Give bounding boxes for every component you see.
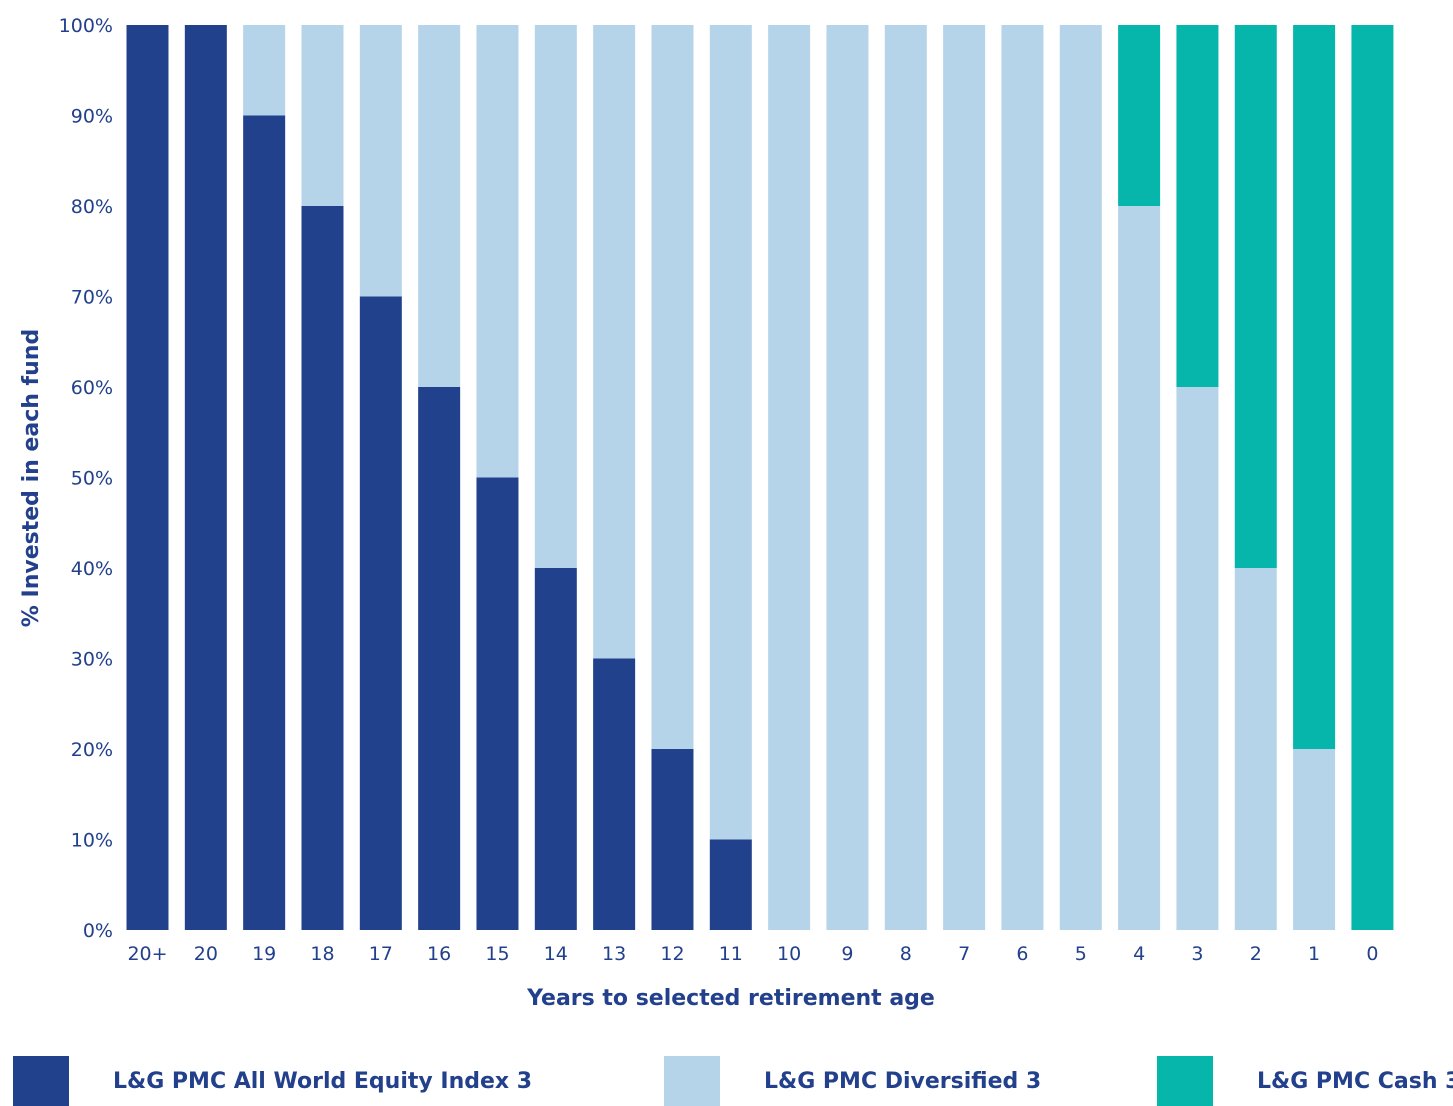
bar-segment-equity-0 bbox=[126, 25, 169, 930]
y-tick-label: 40% bbox=[71, 558, 113, 580]
legend-label-diversified: L&G PMC Diversified 3 bbox=[764, 1068, 1042, 1094]
bar-segment-diversified-18 bbox=[1176, 387, 1219, 930]
y-tick-label: 20% bbox=[71, 739, 113, 761]
bars-group bbox=[126, 25, 1394, 930]
bar-segment-diversified-2 bbox=[243, 25, 286, 116]
y-axis-title: % Invested in each fund bbox=[19, 329, 44, 627]
legend-item-diversified: L&G PMC Diversified 3 bbox=[664, 1056, 1041, 1106]
bar-segment-equity-8 bbox=[593, 658, 636, 930]
bar-segment-diversified-15 bbox=[1001, 25, 1044, 930]
x-tick-label: 18 bbox=[310, 943, 334, 965]
x-tick-label: 20 bbox=[194, 943, 218, 965]
bar-segment-diversified-14 bbox=[943, 25, 986, 930]
bar-segment-equity-4 bbox=[359, 296, 402, 930]
legend-item-cash: L&G PMC Cash 3 bbox=[1157, 1056, 1453, 1106]
bar-segment-diversified-4 bbox=[359, 25, 402, 297]
bar-segment-equity-1 bbox=[184, 25, 227, 930]
stacked-bar-chart: 0%10%20%30%40%50%60%70%80%90%100% 20+ 20 1… bbox=[19, 15, 1394, 1011]
x-tick-label: 16 bbox=[427, 943, 451, 965]
bar-segment-diversified-16 bbox=[1059, 25, 1102, 930]
bar-segment-cash-20 bbox=[1293, 25, 1336, 749]
x-tick-label: 15 bbox=[485, 943, 509, 965]
bar-segment-diversified-7 bbox=[534, 25, 577, 568]
y-tick-label: 0% bbox=[83, 920, 113, 942]
bar-segment-equity-7 bbox=[534, 568, 577, 930]
x-tick-label: 5 bbox=[1075, 943, 1087, 965]
bar-segment-diversified-9 bbox=[651, 25, 694, 749]
y-tick-label: 10% bbox=[71, 830, 113, 852]
x-tick-label: 0 bbox=[1366, 943, 1378, 965]
legend-label-cash: L&G PMC Cash 3 bbox=[1257, 1068, 1453, 1094]
bar-segment-diversified-3 bbox=[301, 25, 344, 206]
x-axis-title: Years to selected retirement age bbox=[526, 986, 935, 1011]
bar-segment-diversified-5 bbox=[418, 25, 461, 387]
bar-segment-equity-3 bbox=[301, 206, 344, 930]
legend-swatch-equity bbox=[13, 1056, 69, 1106]
bar-segment-equity-2 bbox=[243, 115, 286, 930]
y-tick-label: 60% bbox=[71, 377, 113, 399]
x-tick-labels: 20+ 20 19 18 17 16 15 14 13 12 11 10 9 8 7 6 5 4 3 2 1 0 bbox=[127, 943, 1378, 965]
x-tick-label: 3 bbox=[1191, 943, 1203, 965]
x-tick-label: 9 bbox=[841, 943, 853, 965]
bar-segment-diversified-6 bbox=[476, 25, 519, 478]
bar-segment-cash-18 bbox=[1176, 25, 1219, 387]
y-tick-labels: 0% 10% 20% 30% 40% 50% 60% 70% 80% 90% 100% bbox=[59, 15, 113, 942]
y-tick-label: 90% bbox=[71, 106, 113, 128]
y-tick-label: 30% bbox=[71, 649, 113, 671]
x-tick-label: 7 bbox=[958, 943, 970, 965]
y-tick-label: 80% bbox=[71, 196, 113, 218]
x-tick-label: 11 bbox=[719, 943, 743, 965]
x-tick-label: 19 bbox=[252, 943, 276, 965]
bar-segment-diversified-12 bbox=[826, 25, 869, 930]
legend-swatch-diversified bbox=[664, 1056, 720, 1106]
bar-segment-cash-19 bbox=[1234, 25, 1277, 568]
bar-segment-diversified-10 bbox=[709, 25, 752, 840]
bar-segment-cash-17 bbox=[1118, 25, 1161, 206]
x-tick-label: 17 bbox=[369, 943, 393, 965]
legend: L&G PMC All World Equity Index 3 L&G PMC… bbox=[0, 1056, 1453, 1106]
x-tick-label: 14 bbox=[544, 943, 568, 965]
bar-segment-diversified-20 bbox=[1293, 749, 1336, 930]
bar-segment-diversified-11 bbox=[768, 25, 811, 930]
legend-item-equity: L&G PMC All World Equity Index 3 bbox=[13, 1056, 532, 1106]
legend-swatch-cash bbox=[1157, 1056, 1213, 1106]
bar-segment-equity-9 bbox=[651, 749, 694, 930]
bar-segment-equity-5 bbox=[418, 387, 461, 930]
bar-segment-cash-21 bbox=[1351, 25, 1394, 930]
bar-segment-diversified-13 bbox=[884, 25, 927, 930]
bar-segment-equity-10 bbox=[709, 839, 752, 930]
bar-segment-diversified-19 bbox=[1234, 568, 1277, 930]
x-tick-label: 1 bbox=[1308, 943, 1320, 965]
x-tick-label: 12 bbox=[660, 943, 684, 965]
x-tick-label: 4 bbox=[1133, 943, 1145, 965]
legend-label-equity: L&G PMC All World Equity Index 3 bbox=[113, 1068, 533, 1094]
bar-segment-diversified-17 bbox=[1118, 206, 1161, 930]
x-tick-label: 8 bbox=[900, 943, 912, 965]
y-tick-label: 50% bbox=[71, 468, 113, 490]
x-tick-label: 10 bbox=[777, 943, 801, 965]
bar-segment-equity-6 bbox=[476, 477, 519, 930]
y-tick-label: 100% bbox=[59, 15, 113, 37]
y-tick-label: 70% bbox=[71, 287, 113, 309]
bar-segment-diversified-8 bbox=[593, 25, 636, 659]
x-tick-label: 6 bbox=[1016, 943, 1028, 965]
x-tick-label: 20+ bbox=[127, 943, 167, 965]
x-tick-label: 2 bbox=[1250, 943, 1262, 965]
x-tick-label: 13 bbox=[602, 943, 626, 965]
